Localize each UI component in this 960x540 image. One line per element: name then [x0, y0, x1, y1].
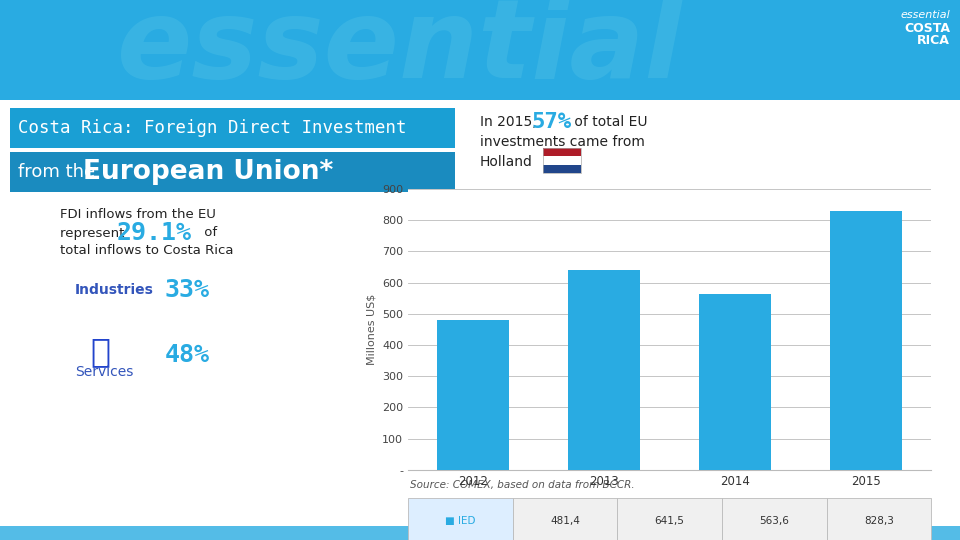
Bar	[0, 0, 960, 100]
Text: essential: essential	[117, 0, 684, 102]
Y-axis label: Millones US$: Millones US$	[367, 294, 376, 365]
Text: 29.1%: 29.1%	[117, 221, 192, 245]
Text: In 2015,: In 2015,	[480, 115, 541, 129]
Text: total inflows to Costa Rica: total inflows to Costa Rica	[60, 245, 233, 258]
Bar	[829, 211, 901, 470]
Text: Costa Rica: Foreign Direct Investment: Costa Rica: Foreign Direct Investment	[18, 119, 406, 137]
Text: FDI inflows from the EU: FDI inflows from the EU	[60, 208, 216, 221]
Bar	[543, 148, 581, 157]
Text: Services: Services	[75, 365, 133, 379]
Text: Holland: Holland	[480, 155, 533, 169]
Bar	[699, 294, 771, 470]
Text: RICA: RICA	[917, 34, 950, 47]
Text: Industries: Industries	[75, 283, 154, 297]
Bar	[0, 526, 960, 540]
Text: Source: COMEX, based on data from BCCR.: Source: COMEX, based on data from BCCR.	[410, 480, 635, 490]
Text: essential: essential	[900, 10, 950, 20]
Text: 48%: 48%	[165, 343, 210, 367]
Text: COSTA: COSTA	[904, 22, 950, 35]
Bar	[543, 165, 581, 173]
Text: European Union*: European Union*	[83, 159, 333, 185]
Text: 🔧: 🔧	[90, 335, 110, 368]
Bar	[438, 320, 510, 470]
Text: of total EU: of total EU	[570, 115, 647, 129]
Text: investments came from: investments came from	[480, 135, 645, 149]
Bar	[10, 108, 455, 148]
Text: from the: from the	[18, 163, 101, 181]
Bar	[10, 152, 455, 192]
Text: 2005–2015: 2005–2015	[604, 188, 756, 212]
Text: represent: represent	[60, 226, 129, 240]
Bar	[543, 157, 581, 165]
Text: 57%: 57%	[531, 112, 571, 132]
Text: 33%: 33%	[165, 278, 210, 302]
Bar	[568, 269, 640, 470]
Text: of: of	[200, 226, 217, 240]
Bar	[543, 148, 581, 173]
